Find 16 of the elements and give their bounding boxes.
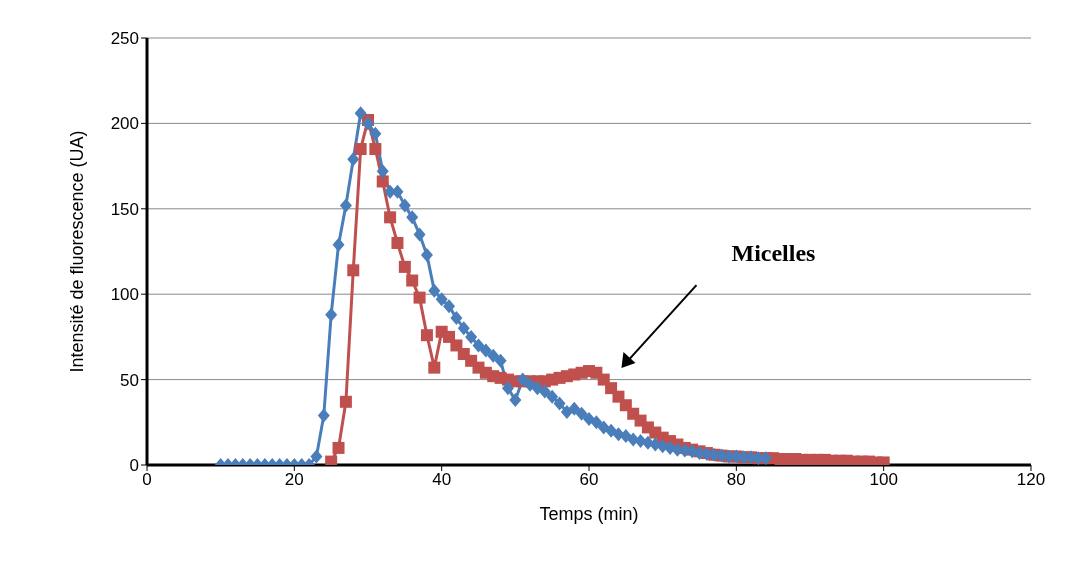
y-tick-label: 50: [120, 370, 139, 390]
y-tick-label: 200: [110, 114, 139, 134]
y-axis-title: Intensité de fluorescence (UA): [67, 130, 88, 373]
y-tick-label: 150: [110, 199, 139, 219]
x-tick-label: 120: [1016, 470, 1046, 490]
y-tick-label: 100: [110, 285, 139, 305]
x-tick-label: 80: [726, 470, 746, 490]
x-tick-label: 20: [284, 470, 304, 490]
x-axis-title: Temps (min): [539, 504, 639, 524]
x-tick-label: 40: [432, 470, 452, 490]
x-tick-label: 0: [142, 470, 152, 490]
annotation: Micelles: [731, 240, 816, 267]
x-tick-label: 100: [869, 470, 898, 490]
y-tick-label: 0: [129, 456, 139, 476]
y-tick-label: 250: [110, 29, 139, 49]
x-tick-label: 60: [579, 470, 599, 490]
